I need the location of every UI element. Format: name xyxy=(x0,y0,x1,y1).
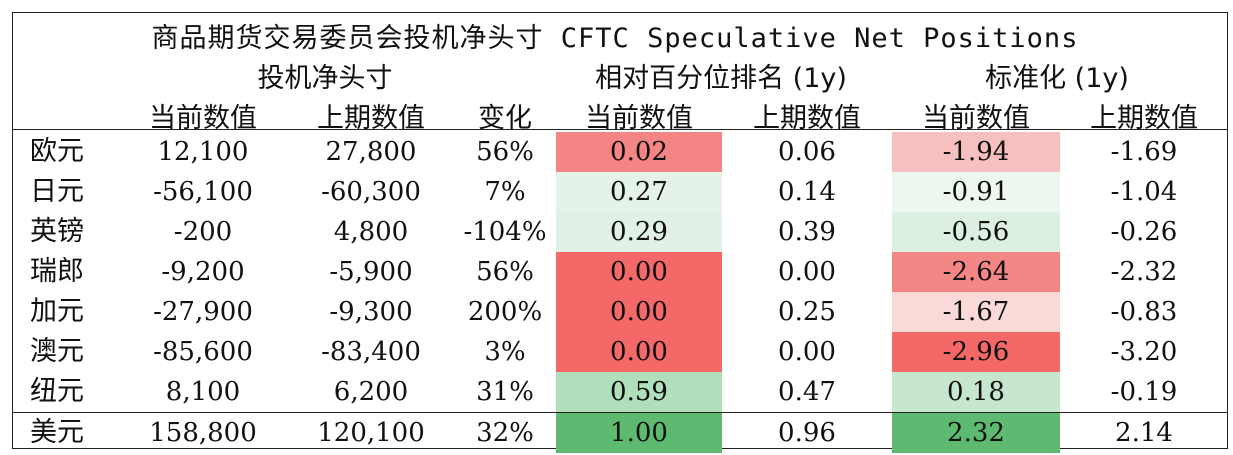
table-cell: 4,800 xyxy=(333,217,409,247)
heatmap-cell-zscore: 0.18 xyxy=(892,372,1060,412)
usd-divider xyxy=(12,412,1228,413)
group-percentile-rank: 相对百分位排名 (1y) xyxy=(595,63,847,94)
heatmap-cell-percentile: 0.59 xyxy=(556,372,722,412)
group-net-positions: 投机净头寸 xyxy=(257,63,393,94)
table-cell: -0.19 xyxy=(1110,377,1178,407)
table-cell: -5,900 xyxy=(329,257,413,287)
heatmap-cell-zscore: -0.91 xyxy=(892,172,1060,212)
column-header: 当前数值 xyxy=(922,103,1030,134)
table-cell: 12,100 xyxy=(157,137,249,167)
row-label: 纽元 xyxy=(30,376,84,407)
row-label: 日元 xyxy=(30,176,84,207)
header-divider xyxy=(12,129,1228,130)
heatmap-cell-percentile: 0.00 xyxy=(556,332,722,372)
column-header: 上期数值 xyxy=(1090,103,1198,134)
table-cell: -56,100 xyxy=(153,177,253,207)
table-cell: -1.69 xyxy=(1110,137,1178,167)
heatmap-cell-zscore: -2.96 xyxy=(892,332,1060,372)
table-cell: 2.14 xyxy=(1115,418,1173,448)
table-cell: -60,300 xyxy=(321,177,421,207)
table-cell: -1.04 xyxy=(1110,177,1178,207)
table-cell: -3.20 xyxy=(1110,337,1178,367)
table-cell: 8,100 xyxy=(165,377,241,407)
table-cell: -27,900 xyxy=(153,297,253,327)
table-cell: -85,600 xyxy=(153,337,253,367)
table-cell: 27,800 xyxy=(325,137,417,167)
table-cell: 3% xyxy=(484,337,526,367)
table-cell: 32% xyxy=(476,418,534,448)
heatmap-cell-zscore: -1.94 xyxy=(892,132,1060,172)
row-label: 美元 xyxy=(30,417,84,448)
heatmap-cell-percentile: 0.29 xyxy=(556,212,722,252)
table-cell: -2.32 xyxy=(1110,257,1178,287)
table-cell: 0.00 xyxy=(778,337,836,367)
table-cell: 0.96 xyxy=(778,418,836,448)
heatmap-cell-percentile: 0.00 xyxy=(556,252,722,292)
table-cell: 200% xyxy=(467,297,543,327)
table-cell: 31% xyxy=(476,377,534,407)
heatmap-cell-percentile: 0.00 xyxy=(556,292,722,332)
heatmap-cell-percentile: 1.00 xyxy=(556,413,722,453)
heatmap-cell-zscore: -1.67 xyxy=(892,292,1060,332)
table-cell: 0.47 xyxy=(778,377,836,407)
row-label: 澳元 xyxy=(30,336,84,367)
table-cell: 0.00 xyxy=(778,257,836,287)
table-cell: 0.14 xyxy=(778,177,836,207)
column-header: 变化 xyxy=(478,103,532,134)
row-label: 加元 xyxy=(30,296,84,327)
table-title: 商品期货交易委员会投机净头寸 CFTC Speculative Net Posi… xyxy=(151,23,1079,54)
table-cell: -83,400 xyxy=(321,337,421,367)
table-cell: -200 xyxy=(173,217,233,247)
table-cell: 158,800 xyxy=(149,418,257,448)
table-cell: 7% xyxy=(484,177,526,207)
table-cell: 0.06 xyxy=(778,137,836,167)
table-cell: -9,300 xyxy=(329,297,413,327)
heatmap-cell-percentile: 0.02 xyxy=(556,132,722,172)
column-header: 当前数值 xyxy=(149,103,257,134)
row-label: 欧元 xyxy=(30,136,84,167)
column-header: 上期数值 xyxy=(753,103,861,134)
table-cell: 56% xyxy=(476,137,534,167)
heatmap-cell-zscore: -0.56 xyxy=(892,212,1060,252)
table-cell: 0.25 xyxy=(778,297,836,327)
heatmap-cell-percentile: 0.27 xyxy=(556,172,722,212)
row-label: 英镑 xyxy=(30,216,84,247)
table-cell: -104% xyxy=(463,217,547,247)
heatmap-cell-zscore: -2.64 xyxy=(892,252,1060,292)
table-cell: -0.83 xyxy=(1110,297,1178,327)
table-cell: 120,100 xyxy=(317,418,425,448)
column-header: 当前数值 xyxy=(585,103,693,134)
column-header: 上期数值 xyxy=(317,103,425,134)
table-cell: 6,200 xyxy=(333,377,409,407)
row-label: 瑞郎 xyxy=(30,256,84,287)
table-cell: -0.26 xyxy=(1110,217,1178,247)
heatmap-cell-zscore: 2.32 xyxy=(892,413,1060,453)
table-cell: 56% xyxy=(476,257,534,287)
group-standardized: 标准化 (1y) xyxy=(985,63,1129,94)
table-cell: 0.39 xyxy=(778,217,836,247)
table-cell: -9,200 xyxy=(161,257,245,287)
